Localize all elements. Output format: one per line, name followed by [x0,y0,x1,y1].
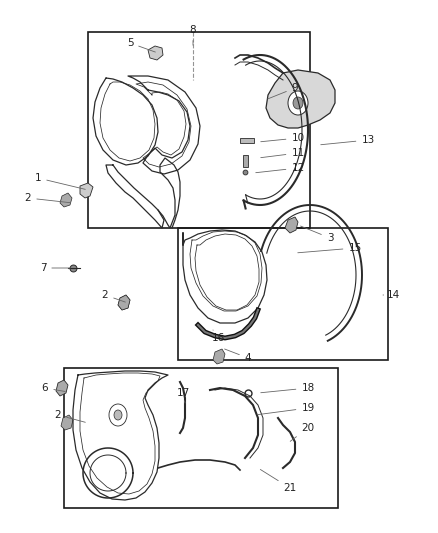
Bar [243,155,248,167]
Polygon shape [80,183,93,198]
Text: 5: 5 [127,38,155,52]
Text: 9: 9 [268,83,298,99]
Text: 2: 2 [25,193,70,203]
Text: 4: 4 [225,349,251,363]
Text: 17: 17 [177,388,190,403]
Polygon shape [118,295,130,310]
Polygon shape [213,349,225,364]
Text: 6: 6 [42,383,65,393]
Ellipse shape [288,91,308,115]
Text: 16: 16 [212,330,225,343]
Polygon shape [148,46,163,60]
Text: 19: 19 [258,403,314,415]
Text: 8: 8 [190,25,196,45]
Ellipse shape [293,97,303,109]
Text: 21: 21 [260,470,297,493]
Text: 3: 3 [300,226,333,243]
Text: 12: 12 [256,163,304,173]
Text: 1: 1 [35,173,85,189]
Bar [64,368,338,508]
Text: 11: 11 [261,148,304,158]
Bar [178,228,388,360]
Polygon shape [56,380,68,396]
Text: 10: 10 [261,133,304,143]
Bar [88,32,310,228]
Text: 18: 18 [261,383,314,393]
Ellipse shape [109,404,127,426]
Text: 7: 7 [40,263,70,273]
Polygon shape [266,70,335,128]
Bar [240,138,254,143]
Text: 13: 13 [321,135,374,145]
Polygon shape [61,415,73,430]
Text: 2: 2 [102,290,125,302]
Polygon shape [285,217,298,233]
Polygon shape [118,295,130,310]
Ellipse shape [114,410,122,420]
Text: 15: 15 [298,243,362,253]
Text: 14: 14 [383,290,399,300]
Text: 2: 2 [55,410,85,422]
Text: 20: 20 [290,423,314,441]
Polygon shape [60,193,72,207]
